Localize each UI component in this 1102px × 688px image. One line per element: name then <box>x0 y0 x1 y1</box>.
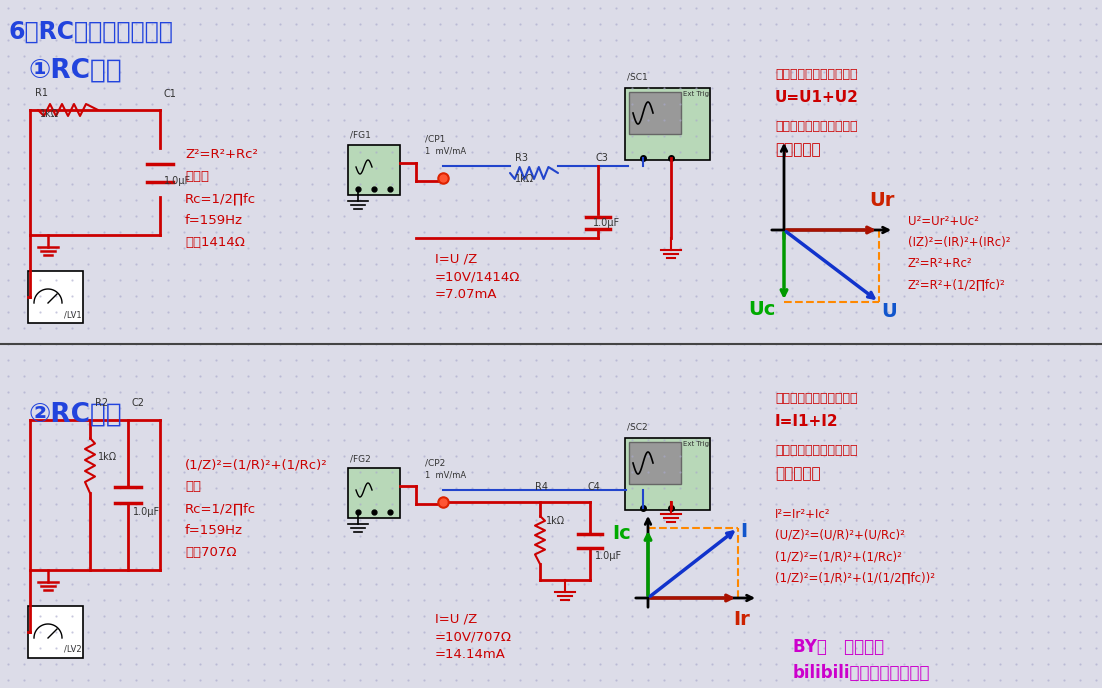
Text: R2: R2 <box>95 398 108 408</box>
Text: (U/Z)²=(U/R)²+(U/Rc)²: (U/Z)²=(U/R)²+(U/Rc)² <box>775 529 905 542</box>
Text: =10V/1414Ω: =10V/1414Ω <box>435 270 520 283</box>
Text: 1.0μF: 1.0μF <box>133 507 160 517</box>
Text: (1/Z)²=(1/R)²+(1/(1/2∏fc))²: (1/Z)²=(1/R)²+(1/(1/2∏fc))² <box>775 571 934 584</box>
Text: U²=Ur²+Uc²: U²=Ur²+Uc² <box>908 215 979 228</box>
FancyBboxPatch shape <box>629 92 681 134</box>
FancyBboxPatch shape <box>28 271 83 323</box>
Text: BY：   羽过天晴: BY： 羽过天晴 <box>793 638 884 656</box>
Text: R1: R1 <box>35 88 48 98</box>
Text: U: U <box>880 302 897 321</box>
Text: Uc: Uc <box>748 300 776 319</box>
Text: f=159Hz: f=159Hz <box>185 524 244 537</box>
Text: I=U /Z: I=U /Z <box>435 612 477 625</box>
Text: 1  mV/mA: 1 mV/mA <box>425 470 466 479</box>
Text: /SC2: /SC2 <box>627 423 648 432</box>
Text: 如果为纯电阵电路串联：: 如果为纯电阵电路串联： <box>775 392 857 405</box>
Text: C1: C1 <box>164 89 177 99</box>
Text: /LV1: /LV1 <box>64 310 82 319</box>
Text: C4: C4 <box>587 482 599 492</box>
Text: Ext Trig: Ext Trig <box>683 91 709 97</box>
Text: I²=Ir²+Ic²: I²=Ir²+Ic² <box>775 508 831 521</box>
Text: /SC1: /SC1 <box>627 73 648 82</box>
Text: /FG2: /FG2 <box>350 454 370 463</box>
Text: 1  mV/mA: 1 mV/mA <box>425 146 466 155</box>
Text: 则：707Ω: 则：707Ω <box>185 546 237 559</box>
Text: Rc=1/2∏fc: Rc=1/2∏fc <box>185 502 256 515</box>
Text: 如果非纯电阵电路串联：: 如果非纯电阵电路串联： <box>775 120 857 133</box>
Text: (IZ)²=(IR)²+(IRc)²: (IZ)²=(IR)²+(IRc)² <box>908 236 1011 249</box>
FancyBboxPatch shape <box>629 442 681 484</box>
Text: U=U1+U2: U=U1+U2 <box>775 90 858 105</box>
Text: 1kΩ: 1kΩ <box>40 109 60 119</box>
Text: 1kΩ: 1kΩ <box>98 452 117 462</box>
Text: I=I1+I2: I=I1+I2 <box>775 414 839 429</box>
Text: (1/Z)²=(1/R)²+(1/Rc)²: (1/Z)²=(1/R)²+(1/Rc)² <box>185 458 327 471</box>
FancyBboxPatch shape <box>28 606 83 658</box>
Text: bilibili：羽过天晴哦哦哦: bilibili：羽过天晴哦哦哦 <box>793 664 930 682</box>
Text: 如果为纯电阵电路串联：: 如果为纯电阵电路串联： <box>775 68 857 81</box>
Text: =7.07mA: =7.07mA <box>435 288 497 301</box>
Text: Z²=R²+Rc²: Z²=R²+Rc² <box>908 257 973 270</box>
FancyBboxPatch shape <box>625 438 710 510</box>
Text: ①RC串联: ①RC串联 <box>28 58 121 84</box>
Text: 其中：: 其中： <box>185 170 209 183</box>
Text: 其中: 其中 <box>185 480 201 493</box>
FancyBboxPatch shape <box>348 468 400 518</box>
Text: 6、RC串并联际抗计算: 6、RC串并联际抗计算 <box>8 20 173 44</box>
Text: 1kΩ: 1kΩ <box>515 174 534 184</box>
Text: (1/Z)²=(1/R)²+(1/Rc)²: (1/Z)²=(1/R)²+(1/Rc)² <box>775 550 901 563</box>
Text: Z²=R²+(1/2∏fc)²: Z²=R²+(1/2∏fc)² <box>908 278 1006 291</box>
Text: Ic: Ic <box>612 524 630 543</box>
Text: R4: R4 <box>534 482 548 492</box>
Text: Ext Trig: Ext Trig <box>683 441 709 447</box>
Text: I=U /Z: I=U /Z <box>435 252 477 265</box>
Text: /CP2: /CP2 <box>425 458 445 467</box>
Text: 使用向量法: 使用向量法 <box>775 142 821 157</box>
Text: C2: C2 <box>132 398 145 408</box>
Text: =10V/707Ω: =10V/707Ω <box>435 630 512 643</box>
Text: 则：1414Ω: 则：1414Ω <box>185 236 245 249</box>
FancyBboxPatch shape <box>625 88 710 160</box>
Text: Ir: Ir <box>733 610 749 629</box>
Text: 使用向量法: 使用向量法 <box>775 466 821 481</box>
Text: R3: R3 <box>515 153 528 163</box>
Text: 1.0μF: 1.0μF <box>164 177 191 186</box>
Text: Ur: Ur <box>869 191 895 210</box>
Text: f=159Hz: f=159Hz <box>185 214 244 227</box>
Text: 如果非纯电阵电路串联：: 如果非纯电阵电路串联： <box>775 444 857 457</box>
Text: =14.14mA: =14.14mA <box>435 648 506 661</box>
Text: Z²=R²+Rc²: Z²=R²+Rc² <box>185 148 258 161</box>
Text: /CP1: /CP1 <box>425 134 445 143</box>
Text: ②RC并联: ②RC并联 <box>28 402 121 428</box>
Text: 1.0μF: 1.0μF <box>593 218 620 228</box>
Text: I: I <box>741 522 747 541</box>
Text: 1kΩ: 1kΩ <box>545 516 565 526</box>
FancyBboxPatch shape <box>348 145 400 195</box>
Text: /LV2: /LV2 <box>64 645 82 654</box>
Text: /FG1: /FG1 <box>350 131 371 140</box>
Text: 1.0μF: 1.0μF <box>595 551 623 561</box>
Text: Rc=1/2∏fc: Rc=1/2∏fc <box>185 192 256 205</box>
Text: C3: C3 <box>595 153 608 163</box>
